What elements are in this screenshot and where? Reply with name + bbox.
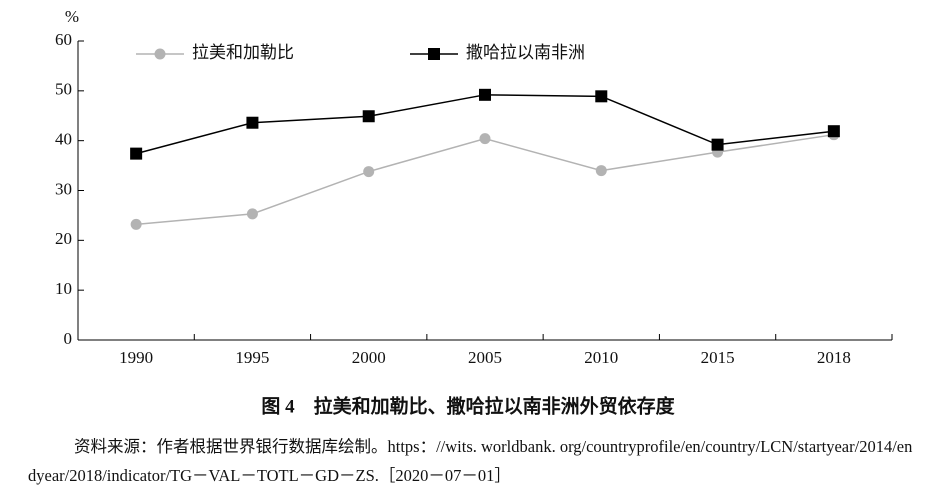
x-tick-label: 2010	[584, 348, 618, 367]
x-tick-label: 2000	[352, 348, 386, 367]
y-tick-label: 20	[55, 229, 72, 248]
source-note: 资料来源：作者根据世界银行数据库绘制。https：//wits. worldba…	[28, 437, 913, 485]
y-tick-label: 50	[55, 80, 72, 99]
x-tick-label: 1990	[119, 348, 153, 367]
point	[428, 48, 440, 60]
y-tick-label: 60	[55, 30, 72, 49]
legend-label: 拉美和加勒比	[192, 43, 294, 62]
point	[246, 208, 258, 220]
point	[246, 116, 259, 129]
y-axis-label: %	[65, 7, 79, 26]
x-tick-label: 1995	[235, 348, 269, 367]
point	[363, 166, 375, 178]
legend-label: 撒哈拉以南非洲	[466, 43, 585, 62]
point	[827, 125, 840, 138]
x-tick-label: 2015	[701, 348, 735, 367]
x-tick-label: 2018	[817, 348, 851, 367]
series-line	[136, 133, 834, 226]
y-tick-label: 40	[55, 130, 72, 149]
series-line	[135, 94, 834, 155]
point	[711, 138, 724, 151]
y-tick-label: 30	[55, 179, 72, 198]
point	[595, 90, 608, 103]
point	[130, 147, 143, 160]
point	[154, 48, 166, 60]
x-tick-label: 2005	[468, 348, 502, 367]
point	[479, 88, 491, 101]
point	[479, 133, 491, 145]
y-tick-label: 0	[64, 329, 73, 348]
point	[362, 110, 375, 123]
point	[130, 218, 142, 230]
point	[595, 165, 607, 177]
caption: 图 4 拉美和加勒比、撒哈拉以南非洲外贸依存度	[261, 394, 675, 417]
chart: % 图 4 拉美和加勒比、撒哈拉以南非洲外贸依存度 0 10 20 30 40 50 60 1…	[55, 7, 893, 417]
y-tick-label: 10	[55, 279, 72, 298]
